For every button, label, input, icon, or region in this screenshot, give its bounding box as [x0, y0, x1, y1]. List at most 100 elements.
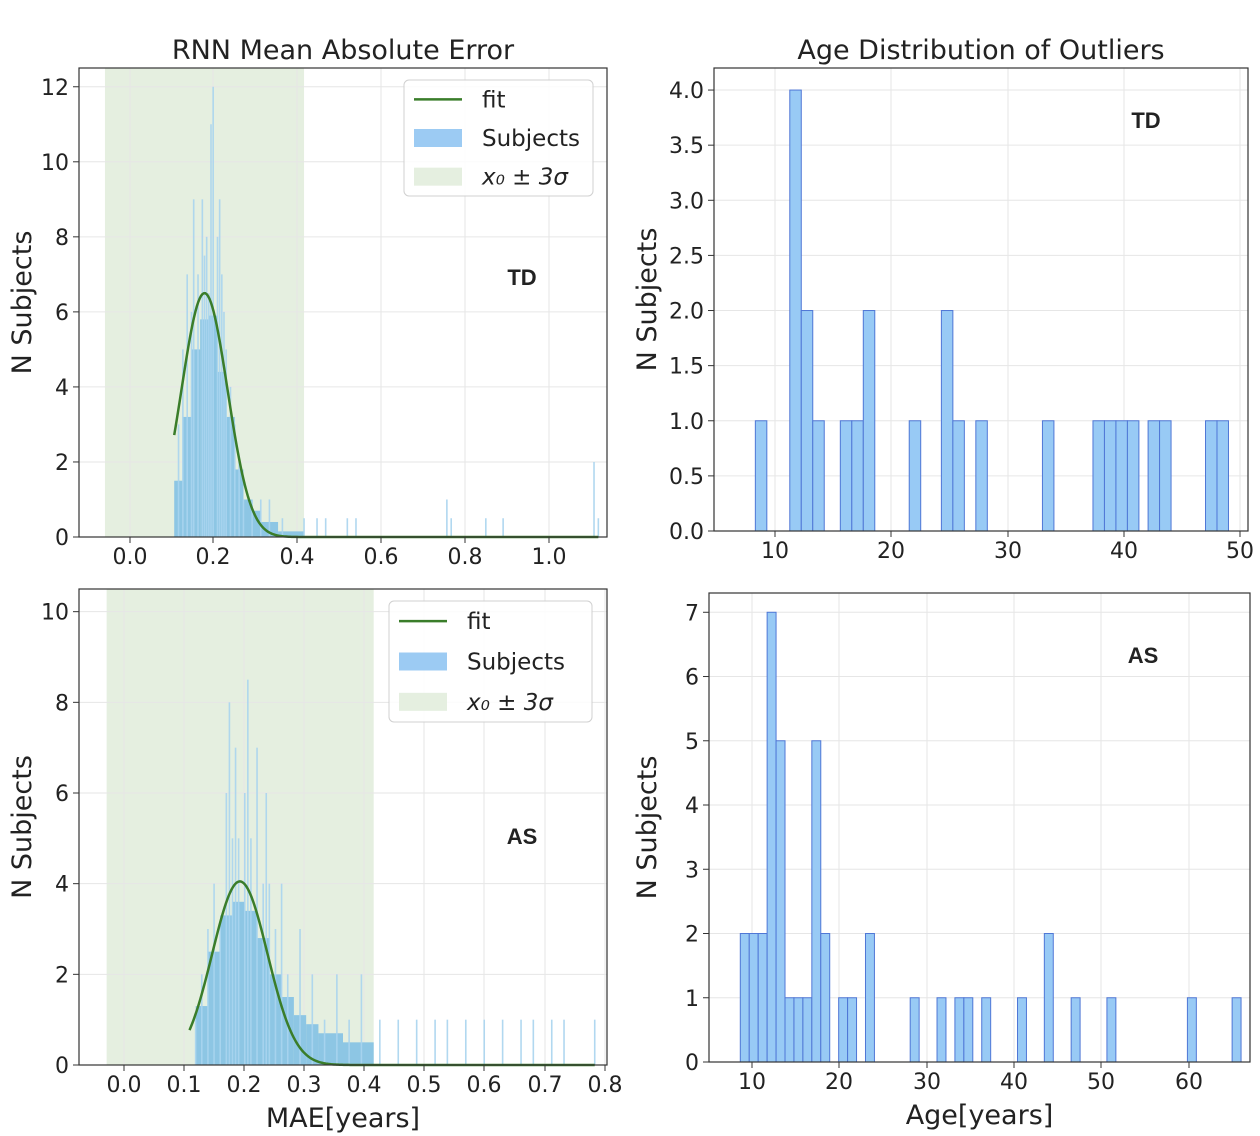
histogram-spike: [221, 274, 223, 537]
age-bar: [975, 420, 988, 531]
histogram-bars: [194, 679, 596, 1065]
legend-band-swatch: [414, 167, 462, 186]
axes-frame: [713, 67, 1249, 532]
y-tick-label: 6: [685, 666, 699, 691]
y-tick-label: 10: [41, 151, 69, 176]
legend-box: [403, 79, 594, 197]
histogram-spike: [225, 349, 227, 537]
age-bar: [909, 997, 920, 1062]
age-bar: [1159, 420, 1172, 531]
histogram-spike: [238, 461, 240, 537]
histogram-spike: [256, 747, 258, 1065]
age-bar: [1070, 997, 1081, 1062]
age-bar: [1231, 997, 1242, 1062]
y-tick-label: 8: [55, 691, 69, 716]
age-bar: [757, 933, 768, 1062]
legend-band-label: x₀ ± 3σ: [466, 690, 554, 716]
y-tick-label: 3: [685, 858, 699, 883]
age-bar: [784, 997, 795, 1062]
age-bar: [748, 933, 759, 1062]
histogram-spike: [219, 929, 222, 1065]
y-tick-label: 1.5: [669, 355, 704, 380]
x-tick-label: 0.3: [287, 1073, 322, 1098]
histogram-spike: [203, 255, 206, 537]
histogram-spike: [194, 1019, 197, 1065]
age-bar: [820, 933, 831, 1062]
histogram-spike: [207, 929, 209, 1065]
age-bar: [954, 997, 965, 1062]
y-tick-label: 0: [55, 526, 69, 551]
legend-subjects-label: Subjects: [467, 650, 565, 676]
histogram-spike: [262, 883, 264, 1065]
age-bar: [963, 997, 974, 1062]
age-bar: [952, 420, 965, 531]
x-axis-label: MAE[years]: [266, 1103, 420, 1134]
histogram-spike: [231, 838, 234, 1065]
histogram-spike: [197, 274, 199, 537]
x-tick-label: 0.8: [448, 545, 483, 570]
histogram-spike: [234, 747, 237, 1065]
legend-fit-label: fit: [482, 87, 506, 113]
histogram-spike: [177, 424, 180, 537]
x-tick-label: 20: [877, 539, 905, 564]
age-bar: [864, 933, 875, 1062]
histogram-bars: [754, 89, 1229, 531]
age-bar: [1092, 420, 1105, 531]
x-tick-label: 0.4: [280, 545, 315, 570]
histogram-spike: [218, 199, 221, 537]
histogram-spike: [228, 702, 231, 1065]
x-tick-label: 0.4: [347, 1073, 382, 1098]
histogram-spike: [216, 236, 219, 537]
histogram-spike: [550, 1019, 553, 1065]
age-bar: [838, 997, 849, 1062]
y-tick-label: 0: [685, 1051, 699, 1076]
y-tick-label: 3.0: [669, 189, 704, 214]
panel-title: RNN Mean Absolute Error: [172, 35, 515, 66]
histogram-spike: [397, 1019, 400, 1065]
y-axis-label: N Subjects: [7, 231, 38, 375]
histogram-bars: [174, 86, 600, 537]
age-bar: [1126, 420, 1140, 531]
legend: fit Subjects x₀ ± 3σ: [388, 600, 593, 723]
y-tick-label: 1: [685, 987, 699, 1012]
y-tick-label: 4: [685, 794, 699, 819]
histogram-spike: [268, 499, 271, 537]
histogram-bar: [252, 510, 261, 537]
x-tick-label: 40: [1000, 1070, 1028, 1095]
x-tick-label: 60: [1175, 1070, 1203, 1095]
histogram-spike: [247, 679, 249, 1065]
histogram-spike: [250, 838, 252, 1065]
histogram-bar: [243, 499, 253, 537]
histogram-bar: [191, 349, 201, 537]
age-bar: [1043, 933, 1054, 1062]
grid-lines: [79, 589, 607, 1066]
histogram-spike: [274, 929, 277, 1065]
group-annotation: TD: [507, 265, 536, 290]
y-tick-label: 0.5: [669, 465, 704, 490]
histogram-spike: [200, 974, 203, 1065]
age-bar: [775, 740, 786, 1062]
axes-frame: [708, 592, 1251, 1063]
histogram-spike: [237, 838, 240, 1065]
age-bar: [851, 420, 864, 531]
age-bar: [766, 611, 777, 1062]
histogram-spike: [483, 1019, 486, 1065]
histogram-spike: [446, 499, 448, 537]
age-bar: [1115, 420, 1128, 531]
histogram-spike: [268, 883, 271, 1065]
histogram-spike: [303, 518, 305, 537]
histogram-spike: [501, 1019, 504, 1065]
y-axis-label: N Subjects: [632, 228, 663, 372]
histogram-spike: [346, 518, 349, 537]
y-axis-label: N Subjects: [7, 755, 38, 899]
histogram-spike: [348, 1019, 350, 1065]
age-bar: [908, 420, 922, 531]
histogram-spike: [201, 199, 204, 537]
panel-title: Age Distribution of Outliers: [797, 35, 1164, 66]
histogram-spike: [280, 883, 283, 1065]
histogram-spike: [323, 1019, 326, 1065]
age-bar: [1106, 997, 1117, 1062]
x-axis-label: Age[years]: [906, 1100, 1054, 1131]
x-tick-label: 0.8: [588, 1073, 623, 1098]
